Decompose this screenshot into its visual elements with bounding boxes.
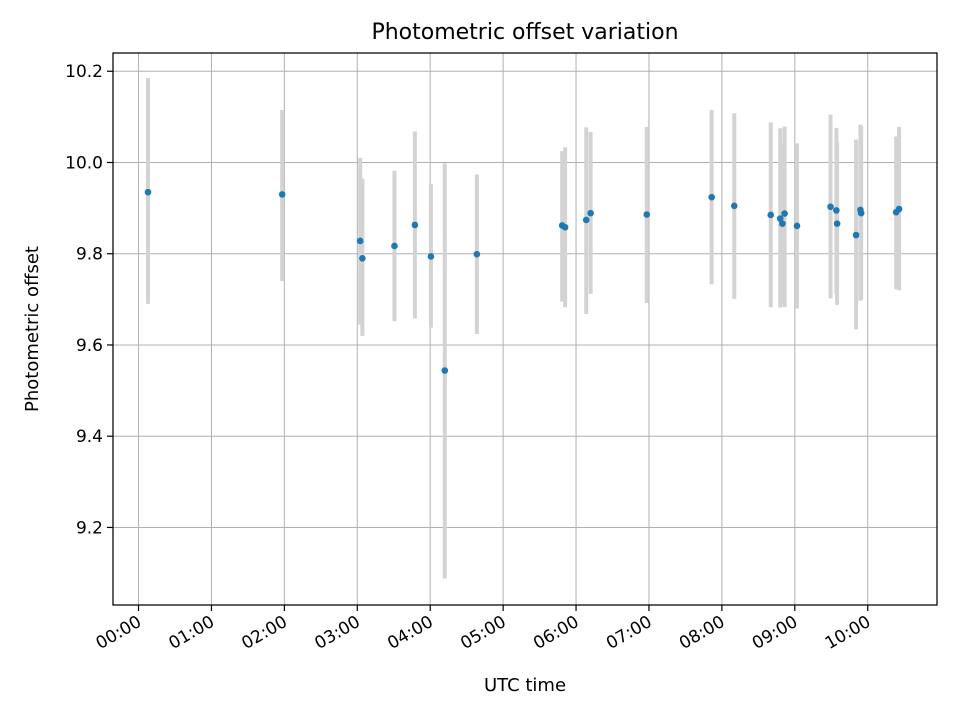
data-point [278,191,286,198]
axes-frame [112,52,938,606]
data-point [827,203,834,211]
data-point [767,211,775,219]
data-point [391,242,398,250]
data-point [587,209,594,217]
data-point [441,367,449,374]
y-tick-label: 9.4 [76,427,103,447]
y-tick-label: 9.8 [76,245,103,265]
data-point [857,209,865,217]
y-tick-label: 10.0 [65,153,103,173]
data-point [708,193,715,201]
data-point [781,210,788,217]
y-tick-label: 10.2 [65,62,103,82]
plot-area [113,53,937,605]
data-point [473,250,481,258]
data-point [427,253,435,260]
data-point [144,188,152,196]
data-point [895,205,903,213]
chart-title: Photometric offset variation [371,20,678,45]
data-point [561,223,569,231]
data-point [582,216,590,224]
data-point [793,222,801,230]
grid-lines [113,53,937,605]
data-point [833,207,840,214]
data-point [852,231,860,239]
data-point [643,211,651,218]
x-axis-label: UTC time [484,675,566,696]
data-points [144,188,903,374]
data-point [356,237,364,245]
y-tick-label: 9.2 [76,518,103,538]
data-point [833,220,841,227]
y-tick-label: 9.6 [76,336,103,356]
data-point [776,215,784,222]
y-axis-ticks: 9.2 9.4 9.6 9.8 10.0 10.2 [65,62,113,538]
data-point [779,220,786,227]
data-point [411,221,419,229]
y-axis-label: Photometric offset [22,246,43,412]
data-point [359,254,366,262]
data-point [730,202,738,210]
